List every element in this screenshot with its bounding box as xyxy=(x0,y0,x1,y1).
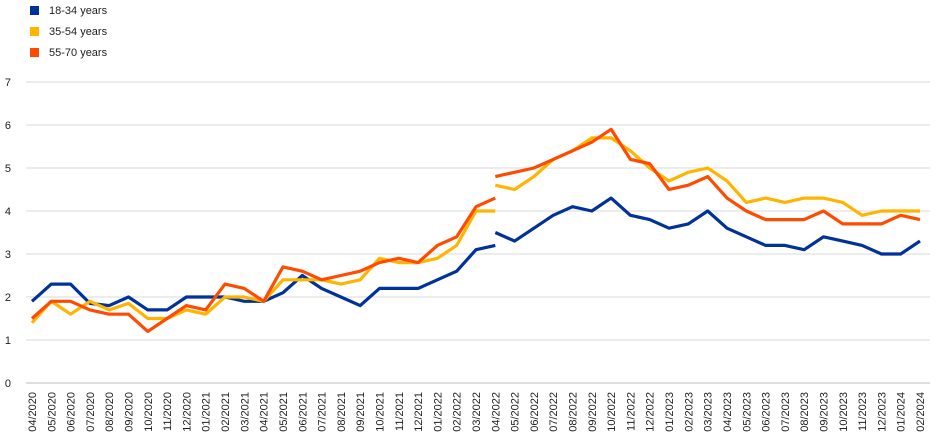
series-line-0 xyxy=(494,196,921,256)
legend: 18-34 years 35-54 years 55-70 years xyxy=(30,0,107,63)
x-tick-label: 08/2020 xyxy=(104,392,116,432)
y-tick-label: 3 xyxy=(5,249,11,261)
y-tick-label: 5 xyxy=(5,163,11,175)
x-tick-label: 02/2023 xyxy=(683,392,695,432)
x-tick-label: 07/2021 xyxy=(317,392,329,432)
x-tick-label: 09/2021 xyxy=(355,392,367,432)
legend-swatch-18-34 xyxy=(30,6,39,15)
legend-item-55-70: 55-70 years xyxy=(30,42,107,63)
x-tick-label: 10/2020 xyxy=(143,392,155,432)
x-tick-label: 05/2021 xyxy=(278,392,290,432)
x-tick-label: 11/2020 xyxy=(162,392,174,431)
y-tick-label: 0 xyxy=(5,378,11,390)
x-tick-label: 02/2024 xyxy=(915,392,927,432)
x-tick-label: 03/2023 xyxy=(703,392,715,432)
x-tick-label: 03/2021 xyxy=(239,392,251,432)
y-tick-label: 1 xyxy=(5,335,11,347)
x-tick-label: 12/2021 xyxy=(413,392,425,432)
x-tick-label: 12/2020 xyxy=(181,392,193,432)
x-tick-label: 12/2022 xyxy=(645,392,657,432)
x-tick-label: 11/2022 xyxy=(625,392,637,431)
series-line-2 xyxy=(30,196,496,333)
x-tick-label: 02/2021 xyxy=(220,392,232,432)
x-tick-label: 08/2021 xyxy=(336,392,348,432)
y-tick-label: 4 xyxy=(5,206,11,218)
x-tick-label: 09/2023 xyxy=(818,392,830,432)
x-tick-label: 10/2021 xyxy=(374,392,386,432)
x-tick-label: 10/2023 xyxy=(838,392,850,432)
legend-label-55-70: 55-70 years xyxy=(49,46,108,59)
x-tick-label: 11/2021 xyxy=(394,392,406,431)
series-line-2 xyxy=(494,127,921,226)
x-tick-label: 01/2022 xyxy=(432,392,444,432)
x-tick-label: 04/2023 xyxy=(722,392,734,432)
x-tick-label: 06/2020 xyxy=(66,392,78,432)
legend-item-35-54: 35-54 years xyxy=(30,21,107,42)
x-tick-label: 02/2022 xyxy=(452,392,464,432)
x-tick-label: 06/2022 xyxy=(529,392,541,432)
y-tick-label: 2 xyxy=(5,292,11,304)
y-tick-label: 7 xyxy=(5,77,11,89)
x-tick-label: 05/2023 xyxy=(741,392,753,432)
x-tick-label: 10/2022 xyxy=(606,392,618,432)
x-tick-label: 06/2021 xyxy=(297,392,309,432)
y-tick-label: 6 xyxy=(5,120,11,132)
x-tick-label: 07/2020 xyxy=(85,392,97,432)
y-axis: 0 1 2 3 4 5 6 7 xyxy=(5,77,11,390)
x-tick-label: 11/2023 xyxy=(857,392,869,431)
series-lines xyxy=(30,127,921,333)
x-tick-label: 01/2024 xyxy=(896,392,908,432)
x-tick-label: 04/2021 xyxy=(259,392,271,432)
x-tick-label: 08/2023 xyxy=(799,392,811,432)
x-tick-label: 03/2022 xyxy=(471,392,483,432)
x-tick-label: 04/2022 xyxy=(490,392,502,432)
x-tick-label: 05/2022 xyxy=(510,392,522,432)
x-tick-label: 01/2023 xyxy=(664,392,676,432)
x-tick-label: 07/2022 xyxy=(548,392,560,432)
x-tick-label: 09/2020 xyxy=(124,392,136,432)
x-tick-label: 09/2022 xyxy=(587,392,599,432)
legend-item-18-34: 18-34 years xyxy=(30,0,107,21)
x-tick-label: 08/2022 xyxy=(568,392,580,432)
x-tick-label: 12/2023 xyxy=(876,392,888,432)
x-axis: 04/2020 05/2020 06/2020 07/2020 08/2020 09/20… xyxy=(27,392,927,432)
x-tick-label: 07/2023 xyxy=(780,392,792,432)
x-tick-label: 05/2020 xyxy=(46,392,58,432)
legend-swatch-55-70 xyxy=(30,48,39,57)
x-tick-label: 06/2023 xyxy=(761,392,773,432)
legend-label-35-54: 35-54 years xyxy=(49,25,108,38)
x-tick-label: 04/2020 xyxy=(27,392,39,432)
legend-label-18-34: 18-34 years xyxy=(49,4,108,17)
gridlines xyxy=(26,81,930,384)
x-tick-label: 01/2021 xyxy=(201,392,213,432)
legend-swatch-35-54 xyxy=(30,27,39,36)
series-line-1 xyxy=(30,209,496,324)
